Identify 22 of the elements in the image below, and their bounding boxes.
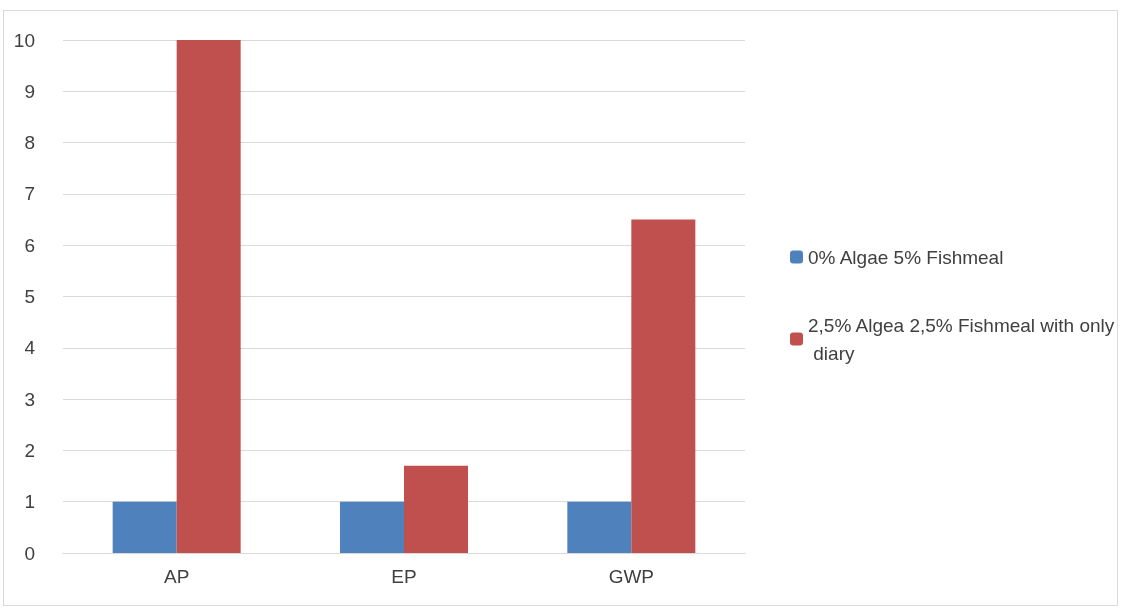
y-tick-label: 9 [24, 80, 35, 102]
y-tick-label: 4 [24, 337, 36, 359]
y-tick-label: 1 [24, 491, 35, 513]
bar [631, 219, 696, 553]
bar [567, 501, 632, 553]
bar [176, 40, 241, 553]
x-tick-label: EP [391, 566, 417, 587]
x-tick-label: GWP [608, 566, 655, 587]
x-tick-label: AP [163, 566, 190, 587]
y-tick-label: 0 [24, 542, 35, 564]
bar [112, 501, 177, 553]
legend-label: 2,5% Algea 2,5% Fishmeal with only diary [808, 314, 1115, 364]
y-tick-label: 6 [24, 234, 35, 256]
y-tick-label: 2 [24, 439, 35, 461]
y-tick-label: 7 [24, 183, 35, 205]
legend-label: 0% Algae 5% Fishmeal [808, 246, 1004, 268]
bar [404, 465, 468, 553]
y-tick-label: 3 [24, 388, 35, 410]
y-tick-label: 10 [13, 29, 35, 51]
bar [340, 501, 404, 553]
y-tick-label: 5 [24, 286, 35, 307]
y-tick-label: 8 [24, 132, 35, 154]
